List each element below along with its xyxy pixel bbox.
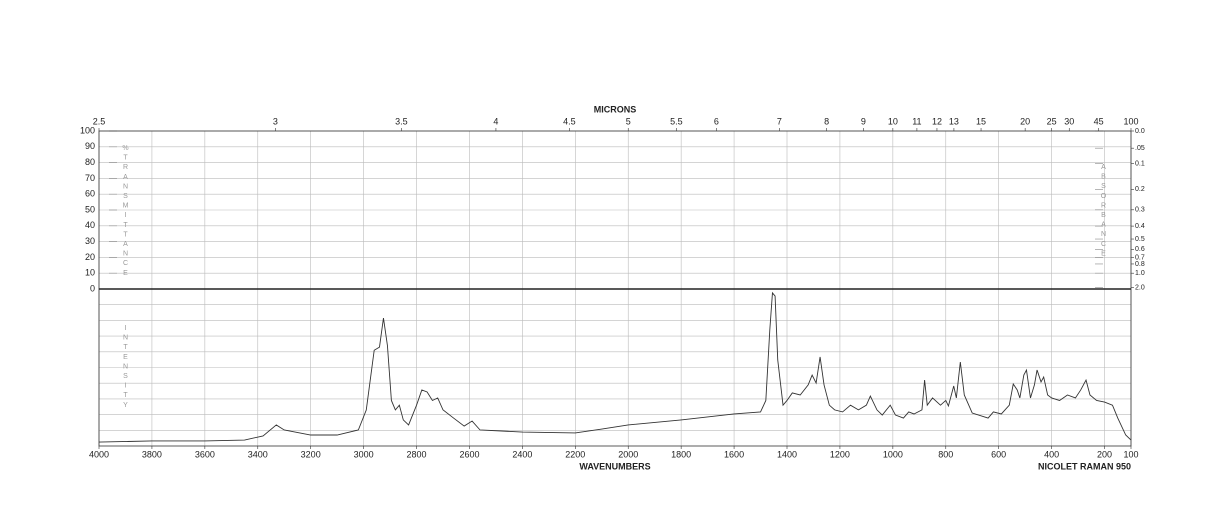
absorbance-tick-label: 1.0 [1135,270,1145,277]
y-tick-label: 50 [85,204,95,214]
x-tick-label: 1600 [724,449,744,459]
micron-tick-label: 4.5 [563,116,576,126]
micron-tick-label: 10 [888,116,898,126]
absorbance-tick-label: 0.8 [1135,261,1145,268]
micron-tick-label: 8 [824,116,829,126]
x-tick-label: 2800 [407,449,427,459]
y-tick-label: 40 [85,220,95,230]
instrument-label: NICOLET RAMAN 950 [1038,461,1131,471]
micron-tick-label: 2.5 [93,116,106,126]
x-tick-label: 800 [938,449,953,459]
x-tick-label: 2400 [512,449,532,459]
absorbance-tick-label: 0.4 [1135,223,1145,230]
micron-tick-label: 30 [1064,116,1074,126]
absorbance-tick-label: 0.6 [1135,246,1145,253]
transmittance-label: %TRANSMITTANCE [122,145,129,280]
x-axis-title: WAVENUMBERS [579,461,650,471]
micron-axis-title: MICRONS [594,104,637,114]
absorbance-tick-label: .05 [1135,145,1145,152]
micron-tick-label: 6 [714,116,719,126]
x-tick-label: 2200 [565,449,585,459]
x-tick-label: 1400 [777,449,797,459]
micron-tick-label: 5.5 [670,116,683,126]
micron-tick-label: 9 [861,116,866,126]
absorbance-tick-label: 0.3 [1135,207,1145,214]
x-tick-label: 3800 [142,449,162,459]
micron-tick-label: 5 [626,116,631,126]
micron-tick-label: 13 [949,116,959,126]
x-tick-label: 2000 [618,449,638,459]
x-tick-label: 1000 [883,449,903,459]
x-tick-label: 3600 [195,449,215,459]
micron-tick-label: 11 [912,116,921,126]
absorbance-tick-label: 0.1 [1135,160,1145,167]
absorbance-tick-label: 2.0 [1135,284,1145,291]
x-tick-label: 1200 [830,449,850,459]
micron-tick-label: 4 [493,116,498,126]
micron-tick-label: 25 [1047,116,1057,126]
absorbance-tick-label: 0.5 [1135,236,1145,243]
micron-tick-label: 20 [1020,116,1030,126]
absorbance-tick-label: 0.7 [1135,254,1145,261]
absorbance-tick-label: 0.0 [1135,128,1145,135]
x-tick-label: 3400 [248,449,268,459]
micron-tick-label: 3.5 [395,116,408,126]
micron-tick-label: 12 [932,116,942,126]
x-tick-label: 600 [991,449,1006,459]
y-tick-label: 0 [90,283,95,293]
y-tick-label: 80 [85,157,95,167]
y-tick-label: 70 [85,173,95,183]
intensity-label: INTENSITY [122,325,129,412]
y-tick-label: 30 [85,236,95,246]
x-tick-label: 200 [1097,449,1112,459]
y-tick-label: 100 [80,125,95,135]
x-tick-label: 1800 [671,449,691,459]
micron-tick-label: 45 [1094,116,1104,126]
x-tick-label: 400 [1044,449,1059,459]
x-tick-label: 2600 [459,449,479,459]
micron-tick-label: 100 [1123,116,1138,126]
x-tick-label: 4000 [89,449,109,459]
absorbance-label: ABSORBANCE [1100,164,1107,260]
y-tick-label: 60 [85,189,95,199]
micron-tick-label: 15 [976,116,986,126]
y-tick-label: 20 [85,252,95,262]
y-tick-label: 90 [85,141,95,151]
y-tick-label: 10 [85,268,95,278]
micron-tick-label: 7 [777,116,782,126]
x-tick-label: 3200 [301,449,321,459]
x-tick-label: 3000 [354,449,374,459]
micron-tick-label: 3 [273,116,278,126]
spectrum-line [98,291,1132,443]
x-tick-label: 100 [1123,449,1138,459]
absorbance-tick-label: 0.2 [1135,186,1145,193]
